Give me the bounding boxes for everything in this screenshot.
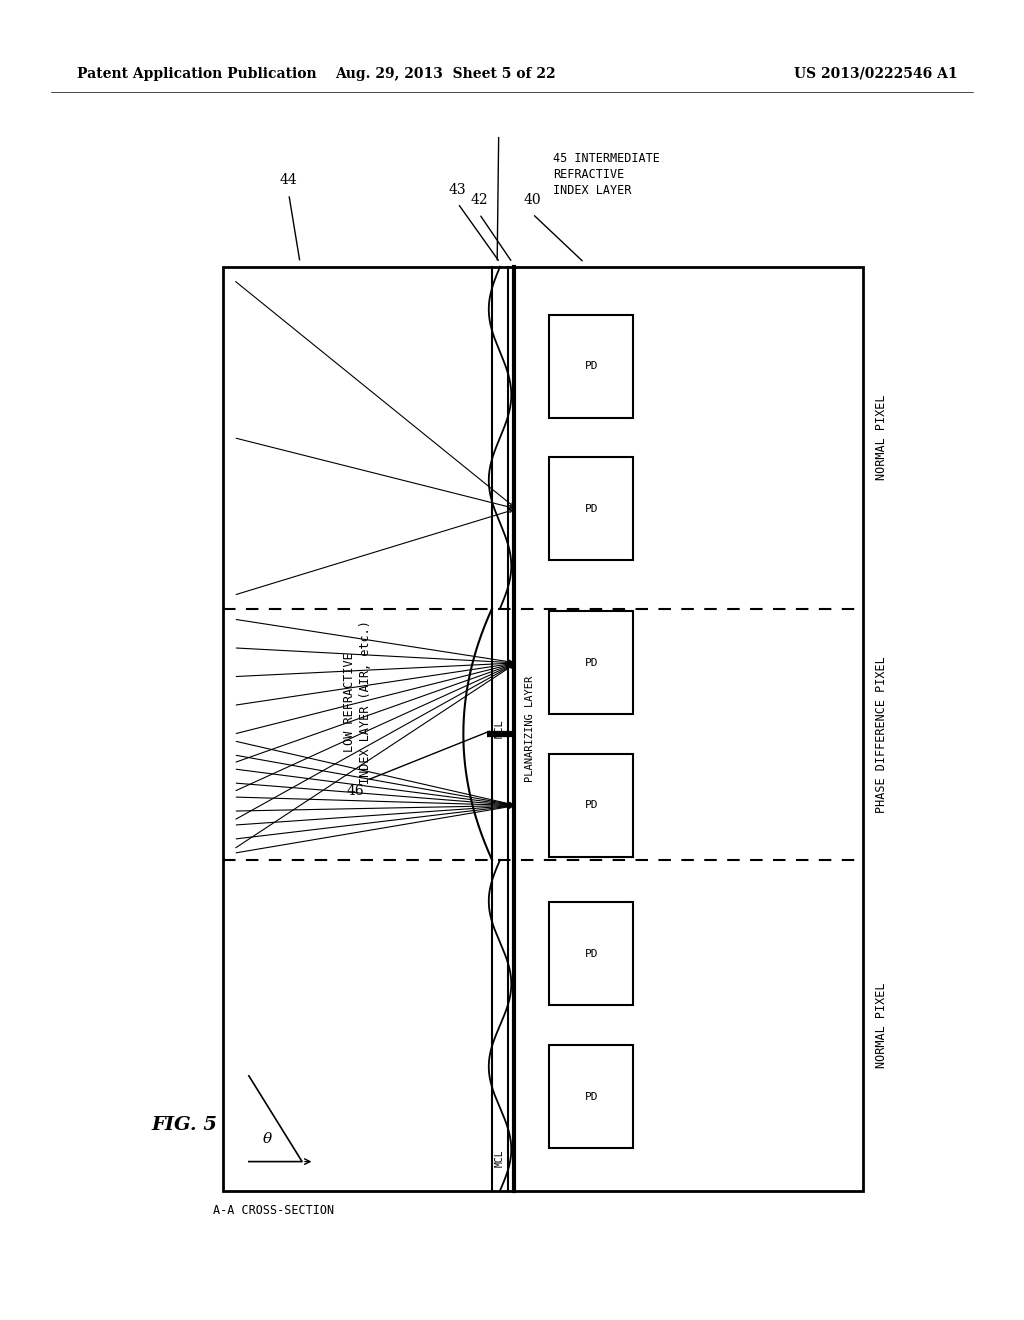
Text: PHASE DIFFERENCE PIXEL: PHASE DIFFERENCE PIXEL [876,656,888,813]
Bar [549,1045,633,1148]
Bar [549,458,633,561]
Text: NORMAL PIXEL: NORMAL PIXEL [876,982,888,1068]
Text: 45 INTERMEDIATE
REFRACTIVE
INDEX LAYER: 45 INTERMEDIATE REFRACTIVE INDEX LAYER [553,152,659,197]
Text: A-A CROSS-SECTION: A-A CROSS-SECTION [213,1204,334,1217]
Bar [549,903,633,1006]
Text: NORMAL PIXEL: NORMAL PIXEL [876,395,888,480]
Text: 43: 43 [449,182,467,197]
Text: θ: θ [263,1131,272,1146]
Text: PLANARIZING LAYER: PLANARIZING LAYER [524,676,535,781]
Text: FIG. 5: FIG. 5 [152,1115,217,1134]
Text: PD: PD [585,1092,598,1101]
Text: PD: PD [585,657,598,668]
Bar [549,611,633,714]
Bar [549,754,633,857]
Text: PD: PD [585,504,598,513]
Text: MCL: MCL [495,719,505,738]
Text: PD: PD [585,800,598,810]
Text: Patent Application Publication: Patent Application Publication [77,67,316,81]
Text: LOW REFRACTIVE
INDEX LAYER (AIR, etc.): LOW REFRACTIVE INDEX LAYER (AIR, etc.) [343,620,372,784]
Bar [223,267,863,1191]
Bar [549,315,633,418]
Text: US 2013/0222546 A1: US 2013/0222546 A1 [794,67,957,81]
Text: 46: 46 [347,784,365,799]
Text: PD: PD [585,362,598,371]
Text: MCL: MCL [495,1150,505,1167]
Text: Aug. 29, 2013  Sheet 5 of 22: Aug. 29, 2013 Sheet 5 of 22 [335,67,556,81]
Text: PD: PD [585,949,598,958]
Text: 42: 42 [470,193,488,207]
Text: 44: 44 [280,173,298,187]
Text: 40: 40 [523,193,542,207]
